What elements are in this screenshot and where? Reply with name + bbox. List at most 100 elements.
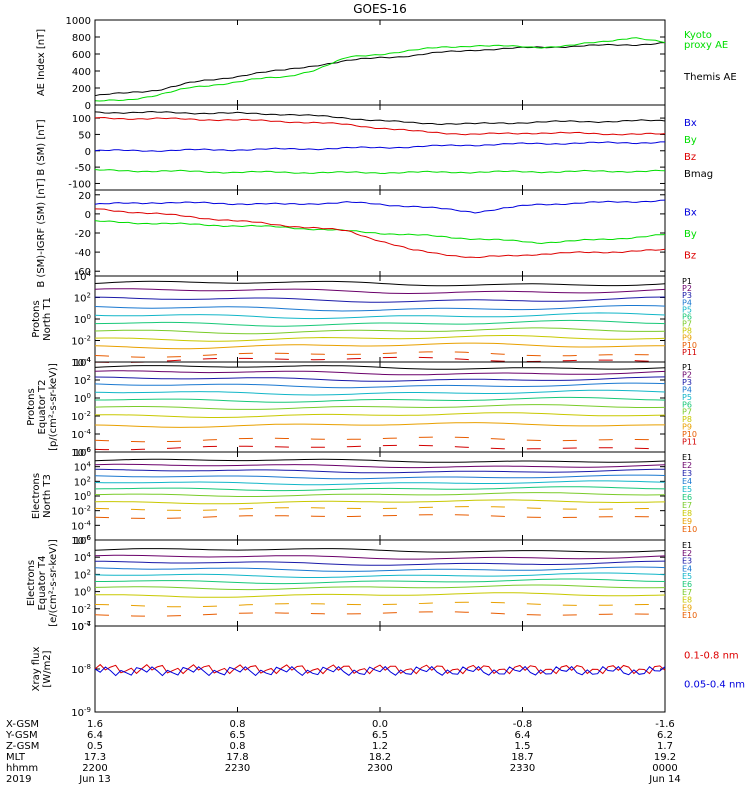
x-tick-label: 2200 bbox=[82, 763, 107, 774]
y-axis-label: Electrons bbox=[26, 560, 37, 606]
y-tick-label: 1000 bbox=[66, 16, 91, 27]
panel-igrf: -60 -40 -20 0 20 B (SM)-IGRF (SM) [nT] Bx By Bz bbox=[36, 178, 697, 287]
y-axis-label: AE Index [nT] bbox=[36, 29, 47, 96]
series-line-e2 bbox=[94, 554, 666, 560]
y-tick-label: 100 bbox=[74, 313, 91, 326]
legend-entry: P8 bbox=[682, 415, 692, 424]
x-tick-label: 2230 bbox=[225, 763, 250, 774]
legend-entry: E10 bbox=[682, 611, 697, 620]
legend-entry: P1 bbox=[682, 277, 692, 286]
series-line-p9 bbox=[94, 422, 665, 428]
y-tick-label: 104 bbox=[74, 461, 92, 474]
series-line-e10 bbox=[94, 611, 666, 617]
y-tick-label: 10-8 bbox=[71, 663, 91, 676]
y-tick-label: 10-4 bbox=[71, 428, 91, 441]
series-line-e5 bbox=[94, 480, 666, 486]
y-tick-label: -50 bbox=[75, 163, 91, 174]
legend-entry: P6 bbox=[682, 312, 692, 321]
y-tick-label: -40 bbox=[75, 248, 91, 259]
legend-entry: E6 bbox=[682, 493, 692, 502]
y-tick-label: 10-2 bbox=[71, 603, 91, 616]
y-tick-label: 100 bbox=[74, 392, 91, 405]
legend-entry: P6 bbox=[682, 400, 692, 409]
series-line-e6 bbox=[94, 486, 666, 492]
legend-entry: E10 bbox=[682, 525, 697, 534]
row-label: Z-GSM bbox=[6, 741, 39, 752]
y-tick-label: 0 bbox=[85, 101, 91, 112]
y-tick-label: 104 bbox=[74, 551, 92, 564]
y-tick-label: 0 bbox=[85, 210, 91, 221]
x-tick-label: 1.6 bbox=[87, 719, 103, 730]
y-axis-label: [W/m2] bbox=[42, 650, 53, 687]
x-tick-label: 1.2 bbox=[372, 741, 388, 752]
x-tick-label: 18.7 bbox=[511, 752, 533, 763]
series-line-e10 bbox=[94, 514, 666, 519]
figure-title: GOES-16 bbox=[353, 2, 407, 16]
series-line-p11 bbox=[94, 444, 666, 451]
series-line-p2 bbox=[94, 288, 666, 295]
y-tick-label: 100 bbox=[72, 114, 91, 125]
legend-entry: E1 bbox=[682, 453, 692, 462]
series-line-p7 bbox=[94, 404, 666, 410]
legend-entry: P9 bbox=[682, 423, 692, 432]
series-line-p7 bbox=[94, 327, 666, 335]
legend-entry: E2 bbox=[682, 461, 692, 470]
x-tick-label: 1.5 bbox=[515, 741, 531, 752]
series-line-bz bbox=[94, 116, 666, 136]
series-line-e4 bbox=[94, 566, 666, 572]
legend-entry: E9 bbox=[682, 517, 692, 526]
legend-entry: E8 bbox=[682, 596, 692, 605]
y-tick-label: 400 bbox=[72, 67, 91, 78]
legend-entry: E6 bbox=[682, 580, 692, 589]
y-axis-label: [p/(cm²-s-sr-keV)] bbox=[48, 363, 59, 451]
row-label: MLT bbox=[6, 752, 26, 763]
series-line-p11 bbox=[94, 356, 666, 363]
y-axis-label: Equator T4 bbox=[37, 556, 48, 611]
y-axis-label: North T1 bbox=[42, 297, 53, 341]
legend-entry: Bz bbox=[684, 251, 696, 262]
legend-entry: E5 bbox=[682, 572, 692, 581]
panel-ae: 0 200 400 600 800 1000 AE Index [nT] Kyotoproxy… bbox=[36, 16, 737, 112]
series-line-p5 bbox=[94, 389, 666, 396]
series-line-kyoto-proxy-ae bbox=[94, 37, 666, 102]
series-line-p6 bbox=[94, 319, 666, 327]
legend-entry: P4 bbox=[682, 298, 692, 307]
legend-entry: E4 bbox=[682, 564, 692, 573]
series-line-e6 bbox=[95, 578, 666, 585]
legend-entry: E7 bbox=[682, 588, 692, 597]
legend-entry: 0.1-0.8 nm bbox=[684, 651, 739, 662]
series-line-bz bbox=[94, 208, 666, 259]
x-tick-label: 18.2 bbox=[369, 752, 391, 763]
y-tick-label: -100 bbox=[68, 179, 91, 190]
series-line-bx bbox=[94, 141, 665, 152]
series-line-p8 bbox=[94, 335, 666, 342]
y-tick-label: 10-2 bbox=[71, 505, 91, 518]
y-tick-label: -20 bbox=[75, 229, 91, 240]
x-tick-label: 2300 bbox=[367, 763, 392, 774]
legend-entry: E8 bbox=[682, 509, 692, 518]
legend-entry: P5 bbox=[682, 393, 692, 402]
legend-entry: E3 bbox=[682, 469, 692, 478]
legend-entry: P2 bbox=[682, 284, 692, 293]
y-tick-label: 104 bbox=[74, 270, 92, 283]
panel-ee: 10-4 10-2 100 102 104 106 Electrons Equator T4[… bbox=[26, 534, 697, 633]
legend-entry: P7 bbox=[682, 320, 692, 329]
legend-entry: By bbox=[684, 229, 697, 240]
series-line-e1 bbox=[94, 458, 666, 463]
x-tick-label: 0.5 bbox=[87, 741, 103, 752]
legend-entry: P10 bbox=[682, 341, 697, 350]
legend-entry: P1 bbox=[682, 363, 692, 372]
legend-entry: Themis AE bbox=[683, 72, 737, 83]
legend-entry: Bx bbox=[684, 208, 697, 219]
legend-entry: E5 bbox=[682, 485, 692, 494]
row-label: 2019 bbox=[6, 774, 31, 785]
legend-entry: E9 bbox=[682, 603, 692, 612]
series-line-p1 bbox=[94, 280, 666, 287]
legend-entry: P3 bbox=[682, 378, 692, 387]
series-line-e4 bbox=[94, 474, 666, 480]
x-tick-label: 19.2 bbox=[654, 752, 676, 763]
legend-entry: 0.05-0.4 nm bbox=[684, 679, 745, 690]
